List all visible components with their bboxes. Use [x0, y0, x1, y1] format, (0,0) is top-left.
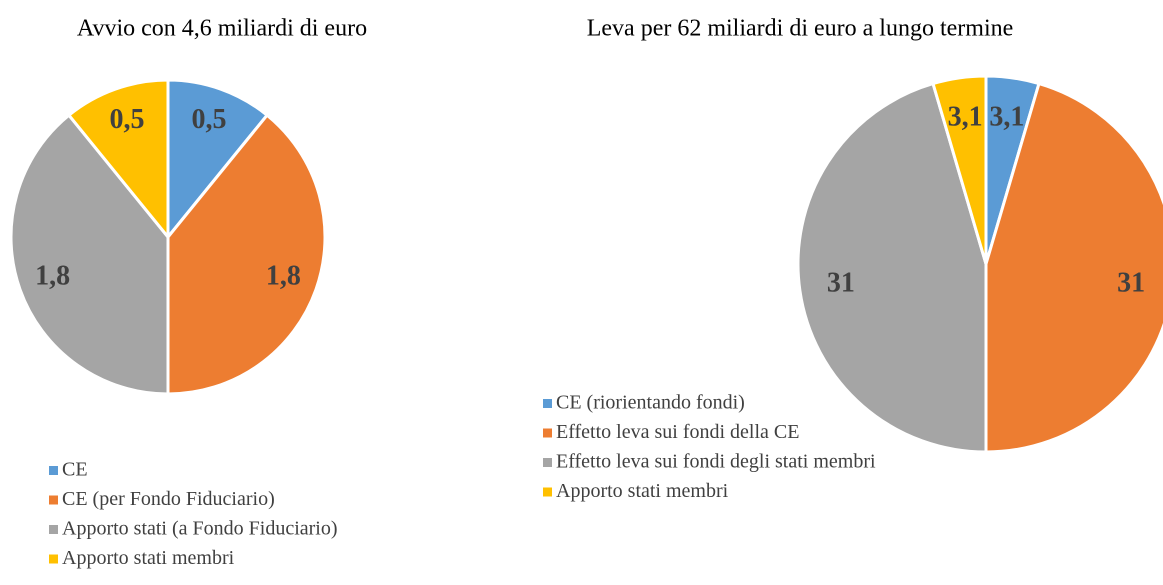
legend-swatch — [49, 554, 58, 564]
data-label: 3,1 — [948, 101, 983, 132]
data-label: 1,8 — [35, 260, 70, 291]
chart-title: Leva per 62 miliardi di euro a lungo ter… — [587, 16, 1014, 42]
legend-swatch — [49, 466, 58, 475]
chart-title: Avvio con 4,6 miliardi di euro — [77, 16, 367, 42]
pie-slice — [166, 113, 327, 396]
data-label: 31 — [1117, 267, 1145, 298]
legend-label: CE (per Fondo Fiduciario) — [62, 488, 275, 510]
pie-slice — [931, 74, 988, 265]
pie-slice — [9, 113, 170, 396]
legend-label: CE (riorientando fondi) — [556, 392, 745, 414]
legend-swatch — [543, 487, 552, 497]
pie-slice — [66, 78, 170, 242]
legend-label: Apporto stati (a Fondo Fiduciario) — [62, 518, 338, 540]
legend-label: CE — [62, 459, 88, 481]
legend-swatch — [543, 458, 552, 467]
data-label: 0,5 — [109, 104, 144, 135]
legend-label: Apporto stati membri — [62, 547, 235, 569]
legend-swatch — [543, 399, 552, 408]
pie-slice — [166, 78, 270, 242]
pie-slice — [796, 81, 988, 454]
data-label: 1,8 — [266, 260, 301, 291]
legend-swatch — [49, 525, 58, 534]
data-label: 3,1 — [989, 101, 1024, 132]
legend-label: Apporto stati membri — [556, 480, 729, 502]
data-label: 0,5 — [192, 104, 227, 135]
legend-swatch — [543, 428, 552, 438]
legend-label: Effetto leva sui fondi della CE — [556, 421, 799, 443]
legend-swatch — [49, 495, 58, 505]
pie-slice — [984, 81, 1163, 454]
data-label: 31 — [827, 267, 855, 298]
legend-label: Effetto leva sui fondi degli stati membr… — [556, 451, 876, 473]
